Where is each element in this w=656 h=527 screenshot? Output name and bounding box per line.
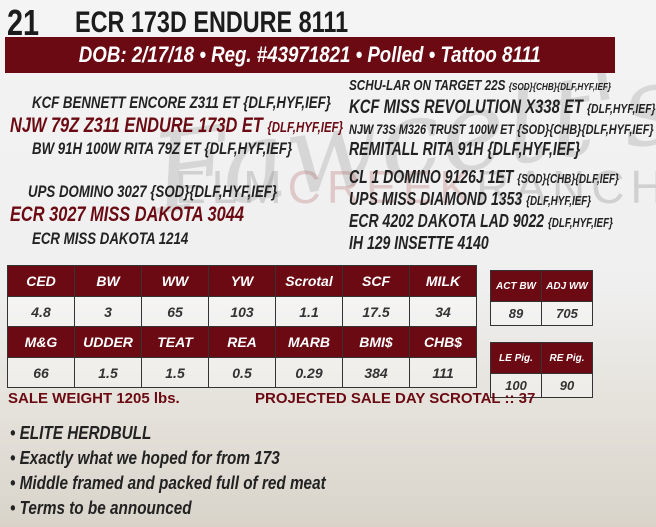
epd-header: UDDER: [74, 326, 142, 358]
epd-header: Scrotal: [275, 265, 343, 297]
epd-value: 103: [208, 296, 276, 327]
epd-value: 1.1: [275, 296, 343, 327]
bullet-1: • Exactly what we hoped for from 173: [10, 448, 280, 468]
info-bar: DOB: 2/17/18 • Reg. #43971821 • Polled •…: [5, 37, 615, 73]
pedigree-right-7: IH 129 INSETTE 4140: [349, 233, 489, 253]
epd-value: 65: [141, 296, 209, 327]
pigment-header: RE Pig.: [541, 342, 593, 374]
epd-header: WW: [141, 265, 209, 297]
pedigree-right-0: SCHU-LAR ON TARGET 22S {SOD}{CHB}{DLF,HY…: [349, 77, 612, 94]
pedigree-right-2: NJW 73S M326 TRUST 100W ET {SOD}{CHB}{DL…: [349, 121, 654, 137]
weight-header: ADJ WW: [541, 270, 593, 302]
info-text: DOB: 2/17/18 • Reg. #43971821 • Polled •…: [78, 42, 542, 67]
sale-weight: SALE WEIGHT 1205 lbs.: [8, 390, 180, 407]
epd-value: 1.5: [141, 357, 209, 388]
weight-value: 89: [490, 301, 542, 326]
epd-header: BW: [74, 265, 142, 297]
epd-value: 34: [409, 296, 477, 327]
weights-table: ACT BW ADJ WW 89 705: [490, 270, 593, 326]
pigment-header: LE Pig.: [490, 342, 542, 374]
epd-value: 1.5: [74, 357, 142, 388]
epd-header: CHB$: [409, 326, 477, 358]
epd-header: YW: [208, 265, 276, 297]
lot-number: 21: [7, 2, 40, 43]
pedigree-dam: ECR 3027 MISS DAKOTA 3044: [10, 203, 244, 226]
pedigree-right-1: KCF MISS REVOLUTION X338 ET {DLF,HYF,IEF…: [349, 97, 656, 118]
epd-header: MARB: [275, 326, 343, 358]
pedigree-dam-sire: UPS DOMINO 3027 {SOD}{DLF,HYF,IEF}: [28, 182, 278, 201]
projected-scrotal: PROJECTED SALE DAY SCROTAL :: 37: [255, 390, 536, 407]
pigment-table: LE Pig. RE Pig. 100 90: [490, 342, 593, 398]
epd-header: M&G: [7, 326, 75, 358]
epd-value: 4.8: [7, 296, 75, 327]
pedigree-right-6: ECR 4202 DAKOTA LAD 9022 {DLF,HYF,IEF}: [349, 211, 613, 231]
pigment-value: 100: [490, 373, 542, 398]
epd-header: MILK: [409, 265, 477, 297]
epd-table: CED BW WW YW Scrotal SCF MILK 4.8 3 65 103 1.1 17.5 3…: [7, 265, 477, 388]
bullet-3: • Terms to be announced: [10, 498, 192, 518]
animal-name: ECR 173D ENDURE 8111: [75, 6, 349, 39]
epd-header: TEAT: [141, 326, 209, 358]
epd-value: 111: [409, 357, 477, 388]
epd-value: 17.5: [342, 296, 410, 327]
pigment-value: 90: [541, 373, 593, 398]
pedigree-sire: NJW 79Z Z311 ENDURE 173D ET {DLF,HYF,IEF…: [10, 114, 344, 137]
epd-value: 66: [7, 357, 75, 388]
epd-value: 0.29: [275, 357, 343, 388]
pedigree-dam-dam: ECR MISS DAKOTA 1214: [32, 229, 189, 248]
epd-value: 3: [74, 296, 142, 327]
bullet-2: • Middle framed and packed full of red m…: [10, 473, 326, 493]
weight-value: 705: [541, 301, 593, 326]
pedigree-right-4: CL 1 DOMINO 9126J 1ET {SOD}{CHB}{DLF,IEF…: [349, 167, 619, 187]
pedigree-right-5: UPS MISS DIAMOND 1353 {DLF,HYF,IEF}: [349, 189, 592, 209]
epd-header: CED: [7, 265, 75, 297]
epd-header: SCF: [342, 265, 410, 297]
weight-header: ACT BW: [490, 270, 542, 302]
epd-value: 0.5: [208, 357, 276, 388]
watermark-brand-logo: ELMCREEKRANCH: [175, 161, 656, 213]
pedigree-right-3: REMITALL RITA 91H {DLF,HYF,IEF}: [349, 139, 581, 159]
epd-header: REA: [208, 326, 276, 358]
epd-value: 384: [342, 357, 410, 388]
bullet-0: • ELITE HERDBULL: [10, 423, 152, 443]
pedigree-sire-sire: KCF BENNETT ENCORE Z311 ET {DLF,HYF,IEF}: [32, 93, 331, 112]
pedigree-sire-dam: BW 91H 100W RITA 79Z ET {DLF,HYF,IEF}: [32, 139, 293, 158]
epd-header: BMI$: [342, 326, 410, 358]
